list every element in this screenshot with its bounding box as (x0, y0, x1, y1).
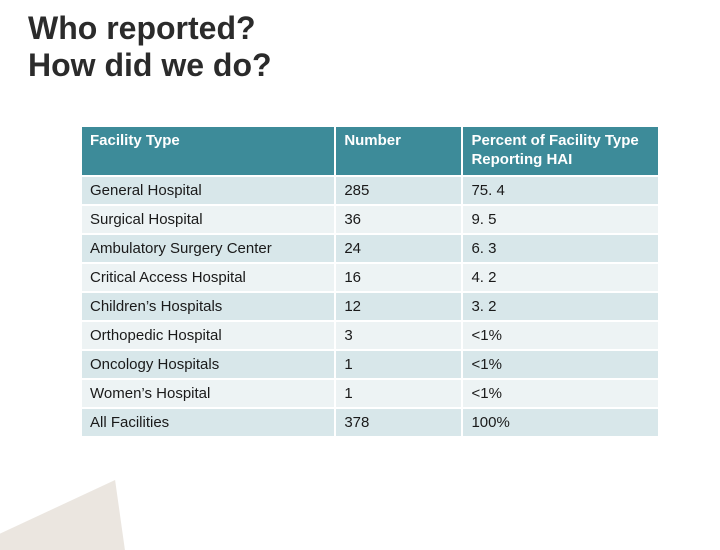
cell-percent: 3. 2 (462, 292, 659, 321)
cell-percent: 100% (462, 408, 659, 437)
table-row: Surgical Hospital 36 9. 5 (81, 205, 659, 234)
cell-number: 1 (335, 379, 462, 408)
facility-table-container: Facility Type Number Percent of Facility… (80, 125, 660, 438)
cell-number: 378 (335, 408, 462, 437)
cell-percent: 4. 2 (462, 263, 659, 292)
table-row: Oncology Hospitals 1 <1% (81, 350, 659, 379)
slide-title: Who reported? How did we do? (28, 10, 272, 84)
cell-number: 16 (335, 263, 462, 292)
col-header-number: Number (335, 126, 462, 176)
cell-facility: Oncology Hospitals (81, 350, 335, 379)
cell-facility: General Hospital (81, 176, 335, 205)
cell-facility: Ambulatory Surgery Center (81, 234, 335, 263)
col-header-percent: Percent of Facility Type Reporting HAI (462, 126, 659, 176)
table-row: All Facilities 378 100% (81, 408, 659, 437)
cell-percent: <1% (462, 321, 659, 350)
cell-facility: Critical Access Hospital (81, 263, 335, 292)
cell-facility: Orthopedic Hospital (81, 321, 335, 350)
cell-percent: <1% (462, 379, 659, 408)
table-row: Children’s Hospitals 12 3. 2 (81, 292, 659, 321)
cell-number: 285 (335, 176, 462, 205)
table-row: Women’s Hospital 1 <1% (81, 379, 659, 408)
table-row: Ambulatory Surgery Center 24 6. 3 (81, 234, 659, 263)
cell-facility: All Facilities (81, 408, 335, 437)
cell-number: 36 (335, 205, 462, 234)
table-row: General Hospital 285 75. 4 (81, 176, 659, 205)
facility-table: Facility Type Number Percent of Facility… (80, 125, 660, 438)
table-row: Critical Access Hospital 16 4. 2 (81, 263, 659, 292)
cell-percent: 75. 4 (462, 176, 659, 205)
cell-number: 24 (335, 234, 462, 263)
table-header-row: Facility Type Number Percent of Facility… (81, 126, 659, 176)
cell-facility: Children’s Hospitals (81, 292, 335, 321)
title-line-1: Who reported? (28, 10, 272, 47)
cell-facility: Women’s Hospital (81, 379, 335, 408)
cell-number: 1 (335, 350, 462, 379)
table-row: Orthopedic Hospital 3 <1% (81, 321, 659, 350)
cell-percent: <1% (462, 350, 659, 379)
col-header-facility-type: Facility Type (81, 126, 335, 176)
cell-percent: 9. 5 (462, 205, 659, 234)
title-line-2: How did we do? (28, 47, 272, 84)
cell-number: 12 (335, 292, 462, 321)
cell-facility: Surgical Hospital (81, 205, 335, 234)
table-body: General Hospital 285 75. 4 Surgical Hosp… (81, 176, 659, 437)
cell-number: 3 (335, 321, 462, 350)
cell-percent: 6. 3 (462, 234, 659, 263)
